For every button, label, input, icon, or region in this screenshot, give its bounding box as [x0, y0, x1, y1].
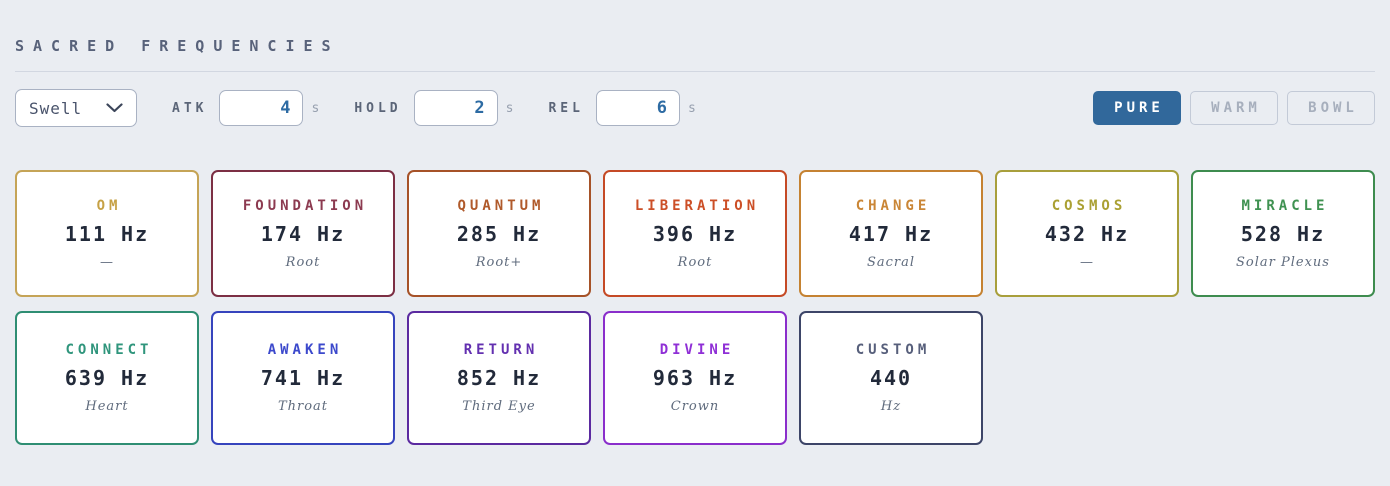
frequency-grid: OM 111 Hz — FOUNDATION 174 Hz Root QUANT…	[15, 170, 1375, 445]
card-chakra: —	[100, 254, 114, 270]
card-frequency: 963 Hz	[652, 366, 738, 390]
frequency-card-divine[interactable]: DIVINE 963 Hz Crown	[603, 311, 787, 445]
frequency-card-quantum[interactable]: QUANTUM 285 Hz Root+	[407, 170, 591, 297]
timbre-button-pure[interactable]: PURE	[1093, 91, 1181, 125]
card-chakra: Root	[677, 254, 713, 270]
card-title: COSMOS	[1051, 197, 1127, 214]
card-title: CHANGE	[855, 197, 931, 214]
card-chakra: Crown	[670, 399, 720, 414]
card-chakra: Throat	[277, 399, 329, 414]
hold-label: HOLD	[354, 100, 402, 116]
card-title: OM	[96, 197, 122, 214]
page-title: SACRED FREQUENCIES	[15, 37, 340, 55]
card-frequency: 111 Hz	[64, 221, 150, 246]
attack-label: ATK	[172, 100, 208, 116]
custom-frequency-value[interactable]: 440	[869, 366, 913, 390]
card-frequency: 852 Hz	[456, 366, 542, 390]
card-title: MIRACLE	[1241, 197, 1329, 214]
card-chakra: Root	[285, 254, 321, 270]
card-frequency: 741 Hz	[260, 366, 346, 390]
card-chakra: Solar Plexus	[1236, 254, 1330, 270]
card-frequency: 417 Hz	[848, 221, 934, 246]
frequency-card-liberation[interactable]: LIBERATION 396 Hz Root	[603, 170, 787, 297]
card-chakra: Heart	[85, 399, 129, 414]
card-chakra: Sacral	[866, 254, 916, 270]
hold-input[interactable]	[413, 90, 498, 126]
frequency-card-om[interactable]: OM 111 Hz —	[15, 170, 199, 297]
custom-frequency-unit: Hz	[880, 399, 902, 414]
envelope-select-value: Swell	[29, 98, 83, 118]
card-frequency: 432 Hz	[1044, 221, 1130, 246]
card-chakra: Root+	[475, 254, 523, 270]
frequency-card-return[interactable]: RETURN 852 Hz Third Eye	[407, 311, 591, 445]
timbre-button-group: PURE WARM BOWL	[1093, 91, 1375, 125]
card-title: CONNECT	[65, 342, 153, 358]
sacred-frequencies-panel: SACRED FREQUENCIES Swell ATK s HOLD s RE…	[15, 37, 1375, 445]
release-unit: s	[687, 100, 696, 116]
card-title: CUSTOM	[855, 342, 931, 358]
attack-unit: s	[311, 100, 320, 116]
frequency-card-miracle[interactable]: MIRACLE 528 Hz Solar Plexus	[1191, 170, 1375, 297]
card-chakra: —	[1080, 254, 1094, 270]
card-title: FOUNDATION	[242, 197, 368, 214]
release-input[interactable]	[595, 90, 680, 126]
card-chakra: Third Eye	[462, 399, 536, 414]
timbre-button-bowl[interactable]: BOWL	[1287, 91, 1375, 125]
controls-row: Swell ATK s HOLD s REL s PURE WARM BOWL	[15, 89, 1375, 127]
card-frequency: 528 Hz	[1240, 221, 1326, 246]
card-frequency: 285 Hz	[456, 221, 542, 246]
release-label: REL	[548, 100, 584, 116]
attack-input[interactable]	[219, 90, 304, 126]
chevron-down-icon	[106, 103, 123, 113]
card-title: RETURN	[463, 342, 539, 358]
envelope-select[interactable]: Swell	[15, 89, 137, 127]
frequency-card-connect[interactable]: CONNECT 639 Hz Heart	[15, 311, 199, 445]
hold-unit: s	[505, 100, 514, 116]
divider	[15, 71, 1375, 72]
card-frequency: 396 Hz	[652, 221, 738, 246]
card-title: QUANTUM	[457, 197, 545, 214]
frequency-card-custom[interactable]: CUSTOM 440 Hz	[799, 311, 983, 445]
card-frequency: 639 Hz	[64, 366, 150, 390]
frequency-card-change[interactable]: CHANGE 417 Hz Sacral	[799, 170, 983, 297]
card-title: AWAKEN	[267, 342, 343, 358]
frequency-card-cosmos[interactable]: COSMOS 432 Hz —	[995, 170, 1179, 297]
card-title: DIVINE	[659, 342, 735, 358]
frequency-card-foundation[interactable]: FOUNDATION 174 Hz Root	[211, 170, 395, 297]
card-title: LIBERATION	[634, 197, 760, 214]
timbre-button-warm[interactable]: WARM	[1190, 91, 1278, 125]
frequency-card-awaken[interactable]: AWAKEN 741 Hz Throat	[211, 311, 395, 445]
card-frequency: 174 Hz	[260, 221, 346, 246]
